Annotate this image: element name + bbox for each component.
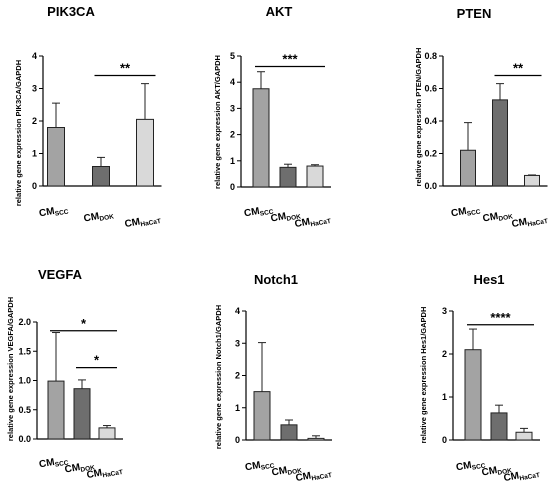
y-tick-label: 4 (230, 77, 235, 87)
y-tick-label: 0 (235, 435, 240, 445)
category-label: CMDOK (64, 459, 96, 476)
y-tick-label: 1.0 (18, 376, 31, 386)
y-tick-label: 2 (235, 371, 240, 381)
y-axis-label: relative gene expression PIK3CA/GAPDH (14, 60, 23, 206)
bar (252, 88, 270, 188)
bar (524, 174, 540, 187)
y-tick-label: 0 (442, 435, 447, 445)
y-tick-label: 0.5 (18, 405, 31, 415)
y-tick-label: 0 (32, 181, 37, 191)
y-tick-label: 0.6 (424, 84, 437, 94)
bar (92, 166, 110, 187)
bar (460, 149, 476, 187)
y-tick-label: 4 (235, 306, 240, 316)
panel-title: VEGFA (38, 267, 83, 282)
panel-hes1: Hes1 relative gene expression Hes1/GAPDH… (419, 272, 541, 485)
y-tick-label: 3 (230, 103, 235, 113)
bar (73, 388, 91, 440)
bar (98, 427, 116, 440)
category-label: CMDOK (270, 208, 302, 225)
y-tick-label: 2.0 (18, 317, 31, 327)
panel-pten: PTEN relative gene expression PTEN/GAPDH… (414, 6, 549, 231)
panel-notch1: Notch1 relative gene expression Notch1/G… (214, 272, 333, 485)
panel-title: PTEN (457, 6, 492, 21)
bar (515, 431, 533, 441)
y-axis-label: relative gene expression VEGFA/GAPDH (6, 297, 15, 441)
bar (280, 424, 298, 441)
y-tick-label: 0.8 (424, 51, 437, 61)
panel-pik3ca: PIK3CA relative gene expression PIK3CA/G… (14, 4, 162, 231)
significance-label: ** (120, 61, 131, 76)
significance-label: **** (490, 310, 511, 325)
y-tick-label: 0 (230, 182, 235, 192)
y-axis-label: relative gene expression PTEN/GAPDH (414, 48, 423, 187)
y-tick-label: 4 (32, 51, 37, 61)
y-axis-label: relative gene expression Notch1/GAPDH (214, 305, 223, 449)
significance-label: *** (282, 51, 298, 66)
category-label: CMSCC (244, 458, 275, 475)
category-label: CMSCC (455, 458, 486, 475)
bar (464, 349, 482, 441)
category-label: CMDOK (481, 462, 513, 479)
bar (253, 391, 271, 441)
y-tick-label: 1 (442, 392, 447, 402)
panel-title: Notch1 (254, 272, 298, 287)
panel-akt: AKT relative gene expression AKT/GAPDH 0… (213, 4, 332, 231)
category-label: CMDOK (83, 208, 115, 225)
category-label: CMSCC (450, 204, 481, 221)
bar (306, 165, 324, 188)
bar (492, 99, 508, 187)
y-tick-label: 0.0 (424, 181, 437, 191)
category-label: CMHaCaT (503, 467, 541, 485)
category-label: CMSCC (243, 204, 274, 221)
bar (47, 380, 65, 440)
significance-label: * (94, 353, 100, 368)
y-tick-label: 1.5 (18, 346, 31, 356)
bar (136, 118, 154, 187)
category-label: CMHaCaT (511, 213, 549, 231)
y-tick-label: 0.0 (18, 434, 31, 444)
panel-title: AKT (266, 4, 293, 19)
y-tick-label: 0.2 (424, 149, 437, 159)
panel-title: PIK3CA (47, 4, 95, 19)
y-tick-label: 1 (32, 149, 37, 159)
y-axis-label: relative gene expression AKT/GAPDH (213, 55, 222, 189)
category-label: CMDOK (271, 462, 303, 479)
significance-label: ** (513, 61, 524, 76)
y-axis-label: relative gene expression Hes1/GAPDH (419, 307, 428, 444)
y-tick-label: 0.4 (424, 116, 437, 126)
y-tick-label: 3 (235, 338, 240, 348)
y-tick-label: 3 (32, 84, 37, 94)
y-tick-label: 2 (442, 349, 447, 359)
panel-vegfa: VEGFA relative gene expression VEGFA/GAP… (6, 267, 124, 482)
category-label: CMHaCaT (295, 467, 333, 485)
y-tick-label: 1 (230, 156, 235, 166)
category-label: CMHaCaT (294, 213, 332, 231)
bar (490, 412, 508, 441)
category-label: CMHaCaT (124, 213, 162, 231)
y-tick-label: 5 (230, 51, 235, 61)
category-label: CMHaCaT (86, 464, 124, 482)
y-tick-label: 2 (230, 130, 235, 140)
significance-label: * (81, 316, 87, 331)
bar (279, 166, 297, 188)
category-label: CMSCC (38, 455, 69, 472)
y-tick-label: 2 (32, 116, 37, 126)
category-label: CMDOK (482, 208, 514, 225)
panel-title: Hes1 (473, 272, 504, 287)
bar (47, 127, 65, 187)
category-label: CMSCC (38, 204, 69, 221)
bar (307, 437, 325, 441)
y-tick-label: 3 (442, 306, 447, 316)
y-tick-label: 1 (235, 403, 240, 413)
